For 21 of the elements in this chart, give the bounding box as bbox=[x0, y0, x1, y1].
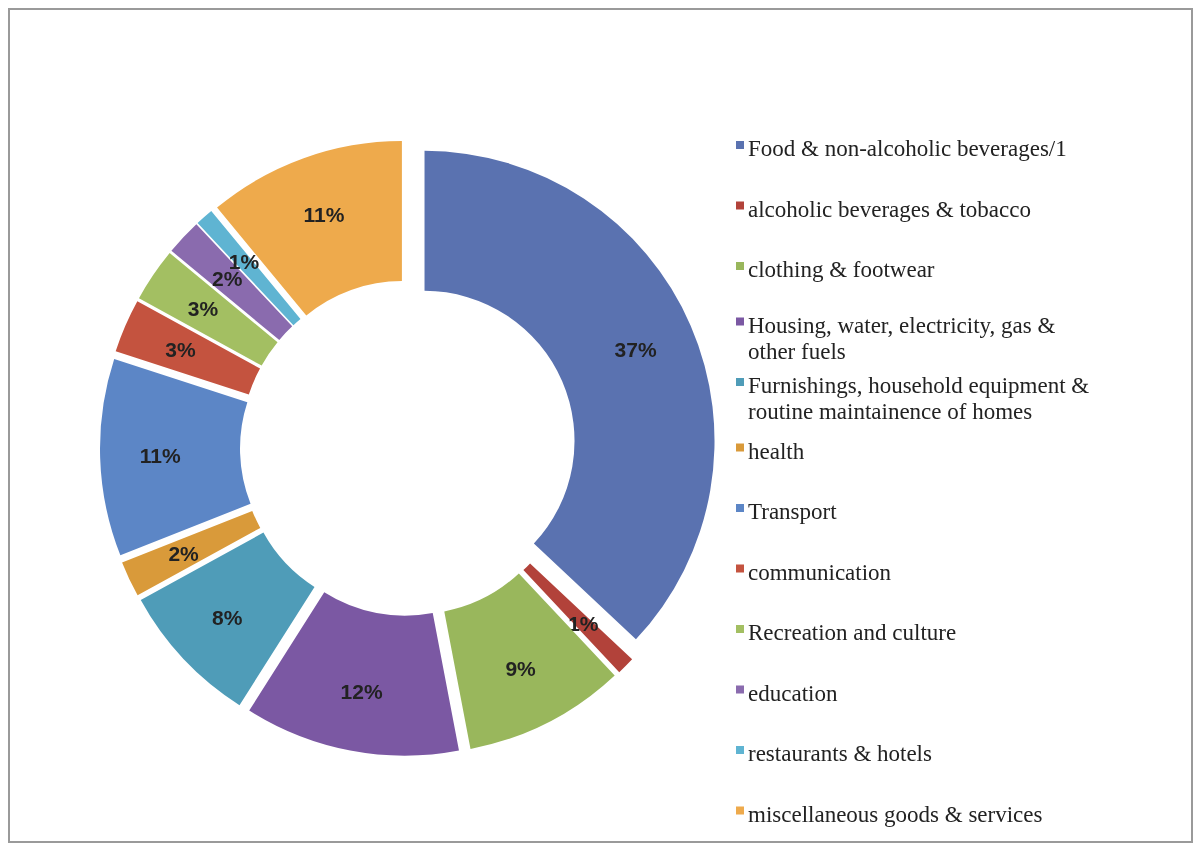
data-label: 11% bbox=[139, 444, 181, 468]
legend-label: Housing, water, electricity, gas & other fuels bbox=[748, 312, 1056, 363]
legend-label: Transport bbox=[748, 498, 838, 524]
legend-label: health bbox=[748, 438, 805, 463]
data-label: 37% bbox=[614, 338, 657, 362]
legend-label: Food & non-alcoholic beverages/1 bbox=[748, 135, 1067, 161]
data-label: 11% bbox=[303, 203, 345, 227]
data-label: 9% bbox=[505, 657, 537, 681]
legend-label: restaurants & hotels bbox=[748, 740, 932, 766]
data-label: 8% bbox=[212, 606, 243, 630]
data-label: 3% bbox=[187, 297, 219, 321]
data-label: 12% bbox=[340, 680, 383, 704]
data-label: 2% bbox=[168, 542, 200, 566]
legend-label: alcoholic beverages & tobacco bbox=[748, 196, 1031, 221]
legend-label: Furnishings, household equipment & routine maintainence of homes bbox=[748, 372, 1090, 424]
legend-label: education bbox=[748, 680, 838, 705]
legend-label: miscellaneous goods & services bbox=[748, 801, 1043, 826]
legend-label: Recreation and culture bbox=[748, 619, 957, 645]
legend-label: clothing & footwear bbox=[748, 256, 935, 282]
data-label: 3% bbox=[165, 338, 196, 362]
legend-label: communication bbox=[748, 559, 892, 584]
